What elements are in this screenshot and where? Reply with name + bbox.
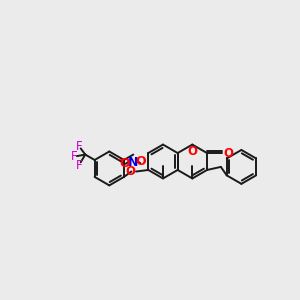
Text: O: O [135,155,146,168]
Text: O: O [223,146,233,160]
Text: F: F [76,140,83,153]
Text: N: N [128,156,139,169]
Text: $^{+}$: $^{+}$ [133,156,140,165]
Text: F: F [76,159,83,172]
Text: $^{-}$: $^{-}$ [116,157,123,167]
Text: O: O [125,165,135,178]
Text: F: F [71,150,78,163]
Text: O: O [119,157,130,169]
Text: O: O [187,145,197,158]
